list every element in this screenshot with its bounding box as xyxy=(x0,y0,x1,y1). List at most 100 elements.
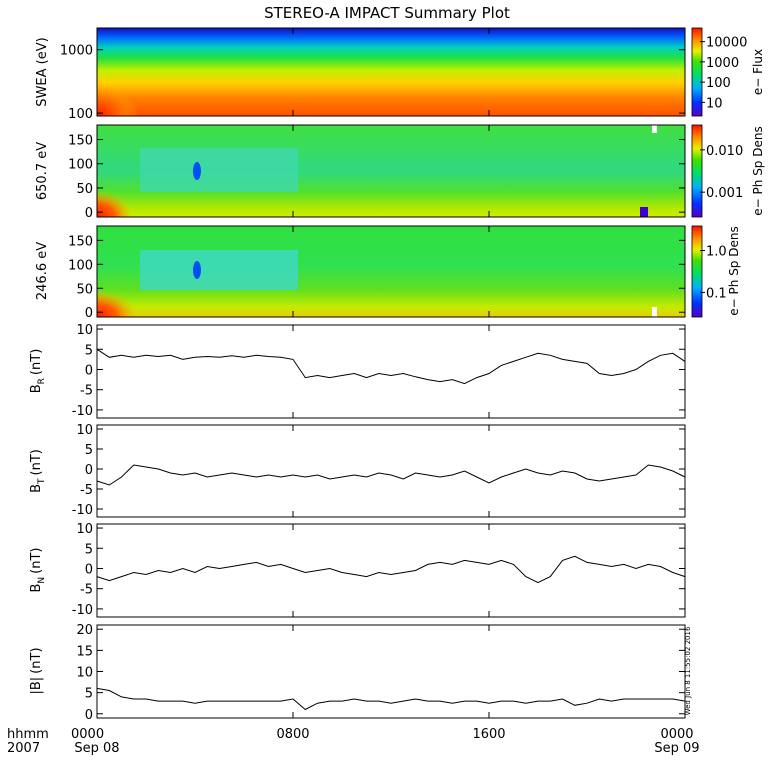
y-tick-label: 5 xyxy=(85,343,93,358)
bt-y-ticks: -10 -5 0 5 10 xyxy=(72,423,685,518)
swea-spectrogram xyxy=(97,28,685,116)
pad-650-low-spot xyxy=(640,207,648,217)
br-y-label-sub: R xyxy=(37,378,47,384)
y-tick-label: 10 xyxy=(76,323,93,338)
colorbar-tick-label: 10 xyxy=(706,96,723,111)
pad-246-colorbar-ticks: 0.1 1.0 xyxy=(700,245,727,301)
y-tick-label: 15 xyxy=(76,644,93,659)
panel-swea: 100 1000 SWEA (eV) 10 100 1000 10000 e− Flux xyxy=(35,27,765,122)
bn-y-label-sub: N xyxy=(37,577,47,584)
y-tick-label: 50 xyxy=(76,182,93,197)
bmag-series xyxy=(96,687,686,711)
y-tick-label: -5 xyxy=(80,384,93,399)
y-tick-label: 0 xyxy=(85,708,93,723)
x-tick-label: 0800 xyxy=(276,727,309,742)
y-tick-label: 20 xyxy=(76,623,93,638)
swea-colorbar-ticks: 10 100 1000 10000 xyxy=(700,36,747,111)
pad-246-colorbar-label: e− Ph Sp Dens xyxy=(727,226,741,315)
timestamp: Wed Jun 8 11:55:02 2016 xyxy=(684,626,692,715)
bn-y-label-symbol: B xyxy=(29,584,44,593)
y-tick-label: 1000 xyxy=(60,44,93,59)
bmag-y-label-unit: (nT) xyxy=(29,647,44,673)
pad-246-frame xyxy=(96,225,686,318)
bt-y-label-symbol: B xyxy=(29,484,44,493)
y-tick-label: 10 xyxy=(76,522,93,537)
pad-650-blue-spot xyxy=(193,162,201,180)
swea-y-label: SWEA (eV) xyxy=(35,37,50,106)
x-tick-label: 0000 xyxy=(71,727,104,742)
y-tick-label: 10 xyxy=(76,423,93,438)
br-y-ticks: -10 -5 0 5 10 xyxy=(72,323,685,419)
bmag-y-ticks: 0 5 10 15 20 xyxy=(76,623,685,723)
panel-pad-650: 0 50 100 150 650.7 eV 0.001 0.010 e− Ph Sp D… xyxy=(35,124,765,221)
pad-650-gap-top xyxy=(652,125,657,133)
x-axis-ticks: 0000 0800 1600 0000 xyxy=(71,28,694,742)
footer-hhmm: hhmm xyxy=(7,727,49,742)
y-tick-label: 150 xyxy=(68,134,93,149)
panel-bt: -10 -5 0 5 10 BT (nT) xyxy=(29,423,686,518)
y-tick-label: 5 xyxy=(85,542,93,557)
y-tick-label: 10 xyxy=(76,666,93,681)
br-y-label-symbol: B xyxy=(29,384,44,393)
bt-series xyxy=(96,464,686,486)
footer-year: 2007 xyxy=(7,741,40,756)
colorbar-tick-label: 0.010 xyxy=(706,144,743,159)
pad-246-gap-bottom xyxy=(652,307,657,317)
y-tick-label: -5 xyxy=(80,583,93,598)
y-tick-label: 100 xyxy=(68,258,93,273)
pad-246-hot-region xyxy=(97,290,137,317)
y-tick-label: 0 xyxy=(85,206,93,221)
pad-650-frame xyxy=(96,124,686,218)
series-line xyxy=(96,687,686,711)
y-tick-label: -10 xyxy=(72,603,93,618)
swea-hot-region xyxy=(97,85,139,116)
pad-650-y-ticks: 0 50 100 150 xyxy=(68,134,685,221)
y-tick-label: -5 xyxy=(80,483,93,498)
colorbar-tick-label: 10000 xyxy=(706,36,747,51)
bmag-y-label: |B| (nT) xyxy=(29,647,44,694)
pad-246-colorbar xyxy=(691,225,703,318)
bt-frame xyxy=(96,424,686,518)
colorbar-tick-label: 1000 xyxy=(706,56,739,71)
panel-pad-246: 0 50 100 150 246.6 eV 0.1 1.0 e− Ph Sp Dens xyxy=(35,225,741,321)
colorbar-tick-label: 0.001 xyxy=(706,186,743,201)
panel-bn: -10 -5 0 5 10 BN (nT) xyxy=(29,522,686,618)
pad-650-y-label: 650.7 eV xyxy=(35,142,50,200)
panel-bmag: 0 5 10 15 20 |B| (nT) Wed Jun 8 11:55:02 2016 xyxy=(29,623,692,723)
series-line xyxy=(96,464,686,486)
bn-series xyxy=(96,555,686,584)
pad-650-colorbar-ticks: 0.001 0.010 xyxy=(700,144,743,201)
y-tick-label: 0 xyxy=(85,306,93,321)
colorbar-tick-label: 1.0 xyxy=(706,245,727,260)
bt-y-label-sub: T xyxy=(37,478,47,485)
series-line xyxy=(96,348,686,385)
bn-y-label: BN (nT) xyxy=(29,548,47,593)
y-tick-label: 150 xyxy=(68,234,93,249)
bmag-y-label-symbol: |B| xyxy=(29,677,44,695)
y-tick-label: 0 xyxy=(85,363,93,378)
bn-y-ticks: -10 -5 0 5 10 xyxy=(72,522,685,618)
bn-frame xyxy=(96,523,686,618)
footer-date-start: Sep 08 xyxy=(74,741,119,756)
y-tick-label: 0 xyxy=(85,562,93,577)
x-tick-label: 0000 xyxy=(660,727,693,742)
swea-y-ticks: 100 1000 xyxy=(60,44,685,122)
bt-y-label: BT (nT) xyxy=(29,449,47,493)
br-frame xyxy=(96,324,686,419)
br-y-label: BR (nT) xyxy=(29,349,47,394)
swea-colorbar xyxy=(691,27,703,117)
y-tick-label: 5 xyxy=(85,443,93,458)
y-tick-label: -10 xyxy=(72,503,93,518)
pad-650-cool-band xyxy=(140,148,298,192)
panel-br: -10 -5 0 5 10 BR (nT) xyxy=(29,323,686,419)
br-series xyxy=(96,348,686,385)
pad-246-blue-spot xyxy=(193,261,201,279)
colorbar-tick-label: 100 xyxy=(706,76,731,91)
y-tick-label: 100 xyxy=(68,158,93,173)
x-tick-label: 1600 xyxy=(472,727,505,742)
y-tick-label: -10 xyxy=(72,404,93,419)
bt-y-label-unit: (nT) xyxy=(29,449,44,475)
y-tick-label: 50 xyxy=(76,282,93,297)
colorbar-tick-label: 0.1 xyxy=(706,286,727,301)
